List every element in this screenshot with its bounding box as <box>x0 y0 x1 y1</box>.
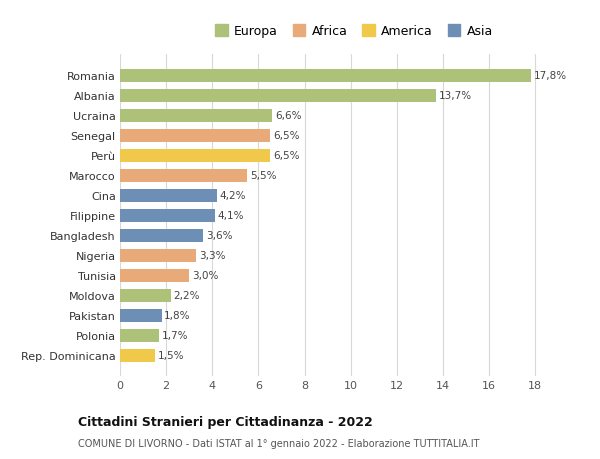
Text: 1,5%: 1,5% <box>157 350 184 360</box>
Bar <box>120 269 189 282</box>
Bar <box>120 70 531 83</box>
Bar <box>120 249 196 262</box>
Text: COMUNE DI LIVORNO - Dati ISTAT al 1° gennaio 2022 - Elaborazione TUTTITALIA.IT: COMUNE DI LIVORNO - Dati ISTAT al 1° gen… <box>78 438 479 448</box>
Text: 6,6%: 6,6% <box>275 111 302 121</box>
Text: 4,1%: 4,1% <box>217 211 244 221</box>
Text: 3,6%: 3,6% <box>206 231 232 241</box>
Bar <box>120 289 171 302</box>
Text: 1,7%: 1,7% <box>162 330 188 340</box>
Bar <box>120 329 159 342</box>
Bar <box>120 209 215 222</box>
Text: Cittadini Stranieri per Cittadinanza - 2022: Cittadini Stranieri per Cittadinanza - 2… <box>78 415 373 428</box>
Bar <box>120 169 247 182</box>
Bar <box>120 129 270 142</box>
Bar <box>120 90 436 102</box>
Bar <box>120 309 161 322</box>
Text: 17,8%: 17,8% <box>533 71 566 81</box>
Text: 3,3%: 3,3% <box>199 251 226 261</box>
Bar <box>120 189 217 202</box>
Text: 3,0%: 3,0% <box>192 270 218 280</box>
Text: 1,8%: 1,8% <box>164 310 191 320</box>
Text: 13,7%: 13,7% <box>439 91 472 101</box>
Bar <box>120 349 155 362</box>
Legend: Europa, Africa, America, Asia: Europa, Africa, America, Asia <box>212 23 496 41</box>
Text: 5,5%: 5,5% <box>250 171 276 181</box>
Text: 6,5%: 6,5% <box>273 131 299 141</box>
Bar <box>120 229 203 242</box>
Text: 6,5%: 6,5% <box>273 151 299 161</box>
Bar <box>120 150 270 162</box>
Bar <box>120 110 272 123</box>
Text: 2,2%: 2,2% <box>173 291 200 301</box>
Text: 4,2%: 4,2% <box>220 191 246 201</box>
